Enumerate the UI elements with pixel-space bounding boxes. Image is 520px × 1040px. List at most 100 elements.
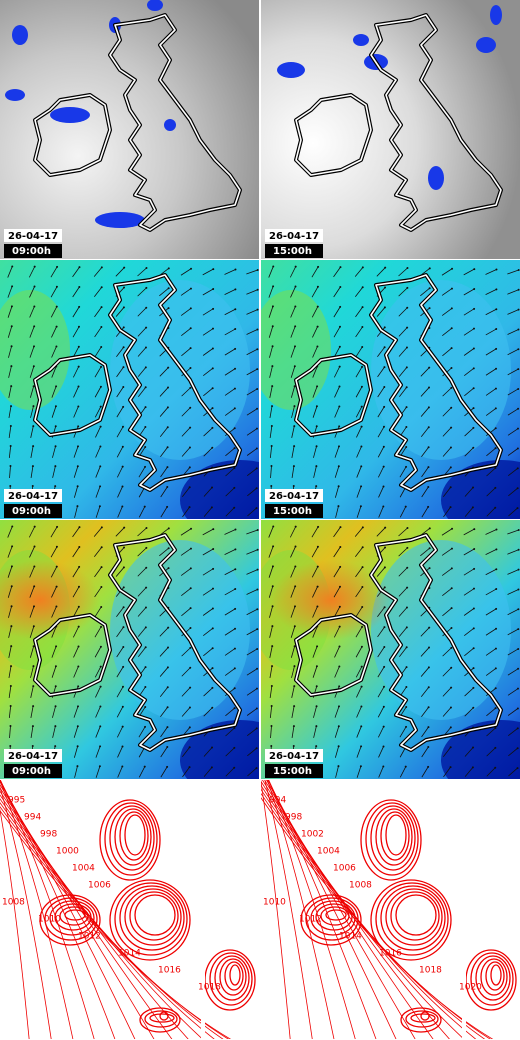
arrow-head	[472, 387, 475, 390]
arrow-head	[78, 266, 81, 269]
wind-arrow	[442, 707, 452, 717]
wind-arrow	[507, 309, 519, 315]
arrow-head	[293, 425, 296, 428]
arrow-head	[406, 267, 409, 270]
arrow-head	[189, 426, 192, 429]
arrow-head	[211, 407, 214, 410]
wind-arrow	[160, 466, 168, 478]
arrow-head	[77, 685, 80, 688]
arrow-head	[337, 765, 340, 768]
wind-arrow	[354, 527, 364, 537]
arrow-head	[77, 625, 80, 628]
arrow-head	[272, 525, 275, 528]
wind-arrow	[420, 667, 430, 677]
panel-content: 26-04-17 09:00h	[0, 520, 259, 779]
wind-arrow	[269, 406, 273, 418]
arrow-head	[190, 527, 193, 530]
isobar	[0, 784, 155, 1039]
wind-arrow	[72, 546, 80, 558]
arrow-head	[32, 385, 35, 388]
arrow-head	[271, 605, 274, 608]
arrow-head	[211, 746, 214, 749]
map-panel: 26-04-17 09:00h	[0, 260, 259, 519]
wind-arrow	[442, 687, 452, 697]
wind-arrow	[137, 607, 147, 617]
arrow-head	[256, 387, 259, 390]
wind-arrow	[291, 466, 295, 478]
arrow-head	[233, 427, 236, 430]
arrow-head	[256, 268, 259, 271]
arrow-head	[10, 305, 13, 308]
wind-area	[0, 290, 70, 410]
wind-arrow	[8, 705, 12, 719]
arrow-head	[188, 486, 191, 489]
wind-arrow	[8, 606, 12, 618]
arrow-head	[516, 467, 519, 470]
land-contour	[49, 900, 95, 936]
wind-arrow	[50, 306, 58, 318]
wind-arrow	[399, 726, 407, 738]
arrow-head	[382, 745, 385, 748]
arrow-head	[450, 307, 453, 310]
wind-arrow	[182, 487, 190, 497]
panel-content: 994 998 1002 1004 1006 1008 1010 1012 1014 1016 10…	[261, 780, 520, 1039]
wind-arrow	[50, 266, 58, 278]
arrow-head	[449, 486, 452, 489]
arrow-head	[122, 606, 125, 609]
wind-arrow	[203, 427, 213, 437]
arrow-head	[56, 525, 59, 528]
wind-arrow	[203, 507, 213, 517]
arrow-head	[428, 386, 431, 389]
arrow-head	[55, 585, 58, 588]
arrow-head	[361, 605, 364, 608]
arrow-head	[338, 365, 341, 368]
arrow-head	[383, 665, 386, 668]
wind-arrow	[464, 427, 474, 437]
wind-arrow	[180, 548, 192, 556]
arrow-head	[450, 547, 453, 550]
wind-arrow	[203, 747, 213, 757]
arrow-head	[78, 305, 81, 308]
land-contour	[375, 882, 449, 956]
date-bg	[4, 489, 62, 502]
time-bg	[4, 504, 62, 518]
wind-arrow	[356, 446, 362, 458]
arrow-head	[517, 548, 520, 551]
wind-arrow	[50, 286, 58, 298]
arrow-head	[144, 426, 147, 429]
wind-arrow	[269, 705, 273, 719]
wind-arrow	[311, 286, 319, 298]
wind-arrow	[333, 266, 341, 278]
isobar	[266, 780, 335, 1039]
arrow-head	[33, 605, 36, 608]
wind-arrow	[246, 529, 258, 535]
wind-arrow	[202, 548, 214, 556]
arrow-head	[271, 345, 274, 348]
wind-arrow	[312, 586, 318, 598]
wind-arrow	[269, 386, 273, 398]
arrow-head	[33, 525, 36, 528]
arrow-head	[338, 685, 341, 688]
arrow-head	[338, 645, 341, 648]
wind-arrow	[95, 426, 101, 438]
arrow-head	[293, 665, 296, 668]
arrow-head	[100, 266, 103, 269]
land-contour	[300, 894, 362, 946]
wind-arrow	[486, 447, 496, 457]
arrow-head	[270, 425, 273, 428]
arrow-head	[100, 586, 103, 589]
arrow-head	[360, 465, 363, 468]
arrow-head	[10, 605, 13, 608]
arrow-head	[517, 407, 520, 410]
wind-arrow	[159, 407, 169, 417]
wind-arrow	[51, 366, 57, 378]
arrow-head	[361, 566, 364, 569]
arrow-head	[428, 366, 431, 369]
arrow-head	[406, 326, 409, 329]
wind-arrow	[333, 286, 341, 298]
wind-arrow	[485, 388, 497, 396]
wind-arrow	[507, 688, 519, 696]
wind-arrow	[52, 446, 56, 458]
panel-content: 26-04-17 15:00h	[261, 0, 520, 259]
wind-arrow	[421, 486, 429, 498]
